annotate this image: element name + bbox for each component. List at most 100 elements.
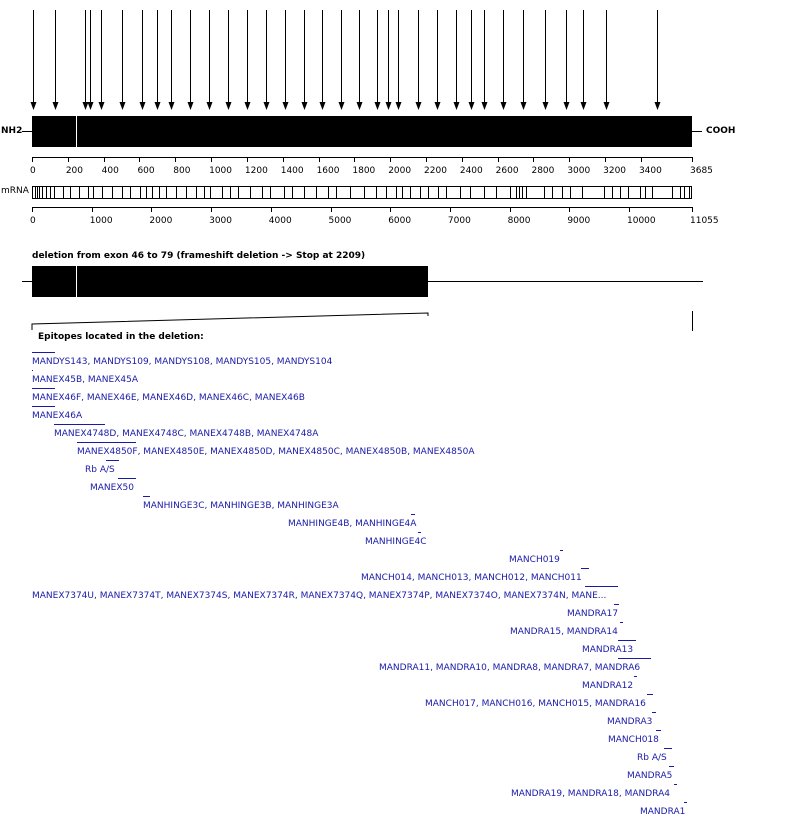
epitope-range-line xyxy=(560,550,563,551)
epitope-group[interactable]: MANDRA13 xyxy=(582,645,634,655)
epitope-range-line xyxy=(581,568,589,569)
axis-tick xyxy=(605,157,607,162)
arrow-icon xyxy=(98,10,105,110)
exon-boundary xyxy=(159,187,160,198)
epitope-group[interactable]: MANDRA12 xyxy=(582,681,634,691)
exon-boundary xyxy=(484,187,485,198)
protein-axis xyxy=(32,157,693,158)
epitope-range-line xyxy=(684,802,687,803)
arrow-icon xyxy=(356,10,363,110)
epitope-group[interactable]: MANDRA11, MANDRA10, MANDRA8, MANDRA7, MA… xyxy=(379,663,641,673)
exon-boundary xyxy=(250,187,251,198)
axis-tick xyxy=(91,207,93,212)
epitope-group[interactable]: MANEX4748D, MANEX4748C, MANEX4748B, MANE… xyxy=(54,429,319,439)
mrna-axis xyxy=(32,207,693,208)
exon-boundary xyxy=(420,187,421,198)
epitope-group[interactable]: MANDRA3 xyxy=(607,717,653,727)
axis-tick-label: 4000 xyxy=(268,216,292,226)
epitope-group[interactable]: MANEX46A xyxy=(32,411,83,421)
epitope-group[interactable]: MANDRA5 xyxy=(627,771,673,781)
axis-tick xyxy=(246,157,248,162)
exon-boundary xyxy=(140,187,141,198)
exon-boundary xyxy=(304,187,305,198)
exon-boundary xyxy=(470,187,471,198)
epitope-group[interactable]: MANDRA15, MANDRA14 xyxy=(510,627,618,637)
axis-tick xyxy=(629,207,630,212)
exon-boundary xyxy=(42,187,43,198)
epitope-range-line xyxy=(620,622,623,623)
axis-tick-label: 2600 xyxy=(495,166,519,176)
exon-boundary xyxy=(570,187,571,198)
epitope-group[interactable]: MANHINGE4C xyxy=(365,537,427,547)
exon-boundary xyxy=(689,187,690,198)
axis-tick xyxy=(211,207,213,212)
epitope-group[interactable]: MANDRA1 xyxy=(640,807,686,817)
exon-boundary xyxy=(672,187,673,198)
epitope-group[interactable]: MANCH014, MANCH013, MANCH012, MANCH011 xyxy=(361,573,582,583)
epitope-range-line xyxy=(143,496,150,497)
arrow-icon xyxy=(415,10,422,110)
axis-tick xyxy=(270,207,272,212)
epitope-group[interactable]: Rb A/S xyxy=(637,753,667,763)
exon-boundary xyxy=(516,187,517,198)
exon-boundary xyxy=(684,187,685,198)
epitope-group[interactable]: MANDRA17 xyxy=(567,609,619,619)
epitope-group[interactable]: Rb A/S xyxy=(85,465,115,475)
exon-boundary xyxy=(238,187,239,198)
exon-boundary xyxy=(146,187,147,198)
axis-tick xyxy=(569,157,571,162)
epitope-group[interactable]: MANEX7374U, MANEX7374T, MANEX7374S, MANE… xyxy=(32,591,607,601)
exon-boundary xyxy=(460,187,461,198)
axis-tick-label: 3000 xyxy=(209,216,232,226)
epitope-group[interactable]: MANCH019 xyxy=(509,555,560,565)
exon-boundary xyxy=(410,187,411,198)
epitope-group[interactable]: MANDRA19, MANDRA18, MANDRA4 xyxy=(511,789,670,799)
epitope-group[interactable]: MANEX50 xyxy=(90,483,134,493)
exon-boundary xyxy=(336,187,337,198)
epitope-group[interactable]: MANCH018 xyxy=(608,735,659,745)
arrow-icon xyxy=(168,10,175,110)
epitope-group[interactable]: MANEX45B, MANEX45A xyxy=(32,375,138,385)
axis-tick xyxy=(461,157,463,162)
epitope-range-line xyxy=(32,388,55,389)
exon-boundary xyxy=(186,187,187,198)
exon-boundary xyxy=(270,187,271,198)
deletion-title: deletion from exon 46 to 79 (frameshift … xyxy=(32,251,366,261)
exon-boundary xyxy=(604,187,605,198)
axis-tick-label: 600 xyxy=(137,166,155,176)
epitope-range-line xyxy=(106,460,119,461)
exon-boundary xyxy=(522,187,523,198)
epitope-group[interactable]: MANDYS143, MANDYS109, MANDYS108, MANDYS1… xyxy=(32,357,333,367)
exon-boundary xyxy=(652,187,653,198)
epitope-group[interactable]: MANCH017, MANCH016, MANCH015, MANDRA16 xyxy=(425,699,646,709)
epitope-range-line xyxy=(652,712,656,713)
exon-boundary xyxy=(262,187,263,198)
protein-bar-marker xyxy=(76,116,77,147)
axis-tick xyxy=(354,157,356,162)
exon-boundary xyxy=(552,187,553,198)
exon-boundary xyxy=(196,187,197,198)
epitope-range-line xyxy=(32,370,33,371)
epitope-group[interactable]: MANHINGE4B, MANHINGE4A xyxy=(288,519,417,529)
epitope-group[interactable]: MANHINGE3C, MANHINGE3B, MANHINGE3A xyxy=(143,501,339,511)
arrow-icon xyxy=(453,10,460,110)
exon-boundary xyxy=(93,187,94,198)
axis-tick xyxy=(175,157,177,162)
axis-tick xyxy=(211,157,213,162)
exon-boundary xyxy=(519,187,520,198)
epitope-range-line xyxy=(674,784,677,785)
exon-boundary xyxy=(284,187,285,198)
mrna-label: mRNA xyxy=(1,186,29,196)
exon-boundary xyxy=(88,187,89,198)
arrow-icon xyxy=(542,10,549,110)
axis-tick-label: 2200 xyxy=(424,166,447,176)
epitope-range-line xyxy=(418,532,421,533)
exon-boundary xyxy=(130,187,131,198)
epitope-group[interactable]: MANEX4850F, MANEX4850E, MANEX4850D, MANE… xyxy=(77,447,475,457)
epitope-group[interactable]: MANEX46F, MANEX46E, MANEX46D, MANEX46C, … xyxy=(32,393,305,403)
axis-tick xyxy=(509,207,511,212)
arrow-icon xyxy=(244,10,251,110)
axis-tick-label: 2400 xyxy=(459,166,483,176)
axis-tick xyxy=(692,157,693,162)
arrow-icon xyxy=(468,10,475,110)
